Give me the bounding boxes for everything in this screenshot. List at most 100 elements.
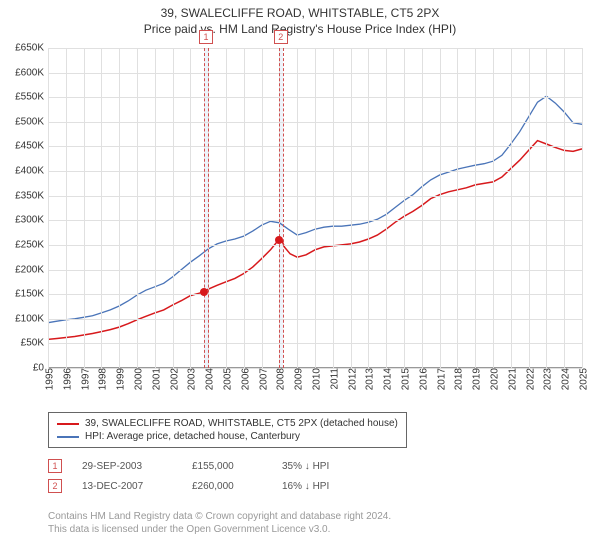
shaded-band-border — [279, 48, 280, 368]
footer-attribution: Contains HM Land Registry data © Crown c… — [48, 510, 391, 536]
gridline-vertical — [244, 48, 245, 368]
chart-title: 39, SWALECLIFFE ROAD, WHITSTABLE, CT5 2P… — [0, 0, 600, 20]
x-tick-label: 2015 — [397, 368, 412, 390]
y-tick-label: £600K — [15, 67, 48, 78]
y-tick-label: £450K — [15, 141, 48, 152]
y-tick-label: £200K — [15, 264, 48, 275]
shaded-band-border — [283, 48, 284, 368]
footer-line: This data is licensed under the Open Gov… — [48, 523, 391, 536]
x-tick-label: 2020 — [486, 368, 501, 390]
x-tick-label: 2006 — [236, 368, 251, 390]
x-tick-label: 2010 — [308, 368, 323, 390]
y-tick-label: £50K — [21, 338, 48, 349]
sales-row-delta: 16% ↓ HPI — [282, 481, 362, 492]
legend-label: HPI: Average price, detached house, Cant… — [85, 431, 300, 442]
x-tick-label: 2021 — [503, 368, 518, 390]
y-tick-label: £250K — [15, 239, 48, 250]
x-tick-label: 2007 — [254, 368, 269, 390]
x-tick-label: 2024 — [557, 368, 572, 390]
y-tick-label: £300K — [15, 215, 48, 226]
gridline-vertical — [315, 48, 316, 368]
x-tick-label: 2003 — [183, 368, 198, 390]
chart-subtitle: Price paid vs. HM Land Registry's House … — [0, 20, 600, 42]
x-tick-label: 1997 — [76, 368, 91, 390]
x-tick-label: 2016 — [414, 368, 429, 390]
gridline-vertical — [333, 48, 334, 368]
gridline-vertical — [511, 48, 512, 368]
gridline-vertical — [546, 48, 547, 368]
x-tick-label: 2008 — [272, 368, 287, 390]
x-tick-label: 2022 — [521, 368, 536, 390]
sale-marker-dot — [275, 236, 283, 244]
legend-swatch — [57, 423, 79, 425]
plot-area: £0£50K£100K£150K£200K£250K£300K£350K£400… — [48, 48, 582, 368]
shaded-band-border — [204, 48, 205, 368]
x-tick-label: 2001 — [147, 368, 162, 390]
gridline-vertical — [386, 48, 387, 368]
x-tick-label: 1996 — [58, 368, 73, 390]
x-tick-label: 2002 — [165, 368, 180, 390]
sales-row-date: 13-DEC-2007 — [82, 481, 172, 492]
y-tick-label: £150K — [15, 289, 48, 300]
sales-row-marker: 1 — [48, 459, 62, 473]
x-tick-label: 2012 — [343, 368, 358, 390]
x-tick-label: 2013 — [361, 368, 376, 390]
sales-row-delta: 35% ↓ HPI — [282, 461, 362, 472]
x-tick-label: 2017 — [432, 368, 447, 390]
x-tick-label: 2005 — [219, 368, 234, 390]
x-tick-label: 2009 — [290, 368, 305, 390]
gridline-vertical — [422, 48, 423, 368]
x-tick-label: 2018 — [450, 368, 465, 390]
legend-label: 39, SWALECLIFFE ROAD, WHITSTABLE, CT5 2P… — [85, 418, 398, 429]
y-tick-label: £400K — [15, 166, 48, 177]
footer-line: Contains HM Land Registry data © Crown c… — [48, 510, 391, 523]
gridline-vertical — [137, 48, 138, 368]
gridline-vertical — [404, 48, 405, 368]
x-tick-label: 1998 — [94, 368, 109, 390]
band-marker: 2 — [274, 30, 288, 44]
x-tick-label: 2014 — [379, 368, 394, 390]
gridline-vertical — [173, 48, 174, 368]
sale-marker-dot — [200, 288, 208, 296]
gridline-vertical — [368, 48, 369, 368]
gridline-vertical — [84, 48, 85, 368]
y-tick-label: £100K — [15, 313, 48, 324]
sales-table: 1 29-SEP-2003 £155,000 35% ↓ HPI 2 13-DEC-200… — [48, 456, 362, 496]
sales-row: 1 29-SEP-2003 £155,000 35% ↓ HPI — [48, 456, 362, 476]
gridline-vertical — [457, 48, 458, 368]
sales-row-marker: 2 — [48, 479, 62, 493]
x-tick-label: 2004 — [201, 368, 216, 390]
y-tick-label: £650K — [15, 43, 48, 54]
shaded-band-border — [208, 48, 209, 368]
gridline-vertical — [226, 48, 227, 368]
gridline-vertical — [101, 48, 102, 368]
sales-row-date: 29-SEP-2003 — [82, 461, 172, 472]
x-tick-label: 2023 — [539, 368, 554, 390]
x-tick-label: 2000 — [130, 368, 145, 390]
gridline-vertical — [119, 48, 120, 368]
gridline-vertical — [351, 48, 352, 368]
x-tick-label: 2019 — [468, 368, 483, 390]
gridline-vertical — [582, 48, 583, 368]
gridline-vertical — [493, 48, 494, 368]
x-tick-label: 1995 — [41, 368, 56, 390]
gridline-vertical — [440, 48, 441, 368]
legend-box: 39, SWALECLIFFE ROAD, WHITSTABLE, CT5 2P… — [48, 412, 407, 448]
gridline-vertical — [48, 48, 49, 368]
x-tick-label: 1999 — [112, 368, 127, 390]
legend-row: HPI: Average price, detached house, Cant… — [57, 430, 398, 443]
y-tick-label: £350K — [15, 190, 48, 201]
sales-row-price: £155,000 — [192, 461, 262, 472]
gridline-vertical — [155, 48, 156, 368]
sales-row-price: £260,000 — [192, 481, 262, 492]
x-tick-label: 2011 — [325, 368, 340, 390]
x-tick-label: 2025 — [575, 368, 590, 390]
gridline-vertical — [529, 48, 530, 368]
gridline-vertical — [262, 48, 263, 368]
gridline-vertical — [279, 48, 280, 368]
sales-row: 2 13-DEC-2007 £260,000 16% ↓ HPI — [48, 476, 362, 496]
gridline-vertical — [297, 48, 298, 368]
legend-swatch — [57, 436, 79, 438]
y-tick-label: £500K — [15, 116, 48, 127]
legend-row: 39, SWALECLIFFE ROAD, WHITSTABLE, CT5 2P… — [57, 417, 398, 430]
